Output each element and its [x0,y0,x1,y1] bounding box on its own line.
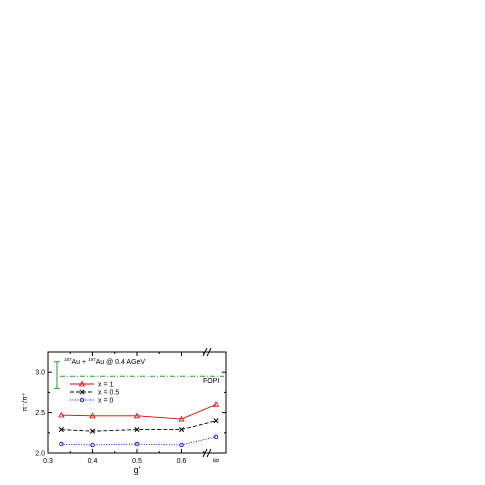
y-tick-label: 2.5 [35,410,45,417]
series-line-1 [61,420,217,432]
x-tick-label: 0.4 [88,458,98,465]
series-line-0 [61,404,217,420]
reference-label: FOPI [203,378,219,385]
data-point [178,415,185,422]
data-point-stroke [89,428,96,434]
legend-marker [78,380,86,387]
data-point [59,441,64,447]
legend-marker [79,389,85,395]
legend-label: x = 0.5 [98,390,119,397]
data-point [179,442,184,448]
y-axis-label: π⁻/π⁺ [22,392,29,411]
series-line-2 [61,436,217,446]
y-tick-label: 3.0 [35,370,45,377]
legend-label: x = 1 [98,382,113,389]
legend-label: x = 0 [98,398,113,405]
legend-marker-stroke [79,389,85,395]
data-point [58,427,64,433]
data-point [133,412,141,419]
x-axis-label: g' [134,465,141,475]
data-point [213,434,219,440]
y-tick-label: 2.0 [35,451,45,458]
axis-break-bottom [202,448,212,458]
x-tick-label: 0.5 [132,458,142,465]
annotation-title: 197Au + 197Au @ 0.4 AGeV [64,357,145,366]
x-tick-label: 0.3 [43,458,53,465]
x-tick-label: 0.6 [177,458,187,465]
data-point-stroke [134,427,140,433]
axis-break-top [202,347,212,357]
legend-marker [79,397,85,403]
data-point-stroke [58,427,64,433]
data-point [90,442,95,448]
data-point-stroke [213,418,219,424]
data-point [134,441,140,447]
data-point [89,428,96,434]
data-point [89,412,96,419]
x-tick-label-infinity: ∞ [213,455,219,465]
data-point-stroke [178,427,185,433]
data-point [134,427,140,433]
plot-frame [47,351,227,454]
data-point [212,401,220,407]
data-point [58,411,65,418]
data-point [178,427,185,433]
data-point [213,418,219,424]
